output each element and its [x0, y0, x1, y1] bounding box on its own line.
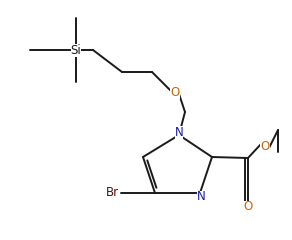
Text: O: O	[260, 139, 270, 152]
Text: N: N	[175, 126, 183, 138]
Text: O: O	[170, 85, 180, 98]
Text: N: N	[197, 191, 205, 204]
Text: Br: Br	[105, 186, 119, 199]
Text: O: O	[243, 200, 253, 214]
Text: Si: Si	[71, 43, 81, 56]
